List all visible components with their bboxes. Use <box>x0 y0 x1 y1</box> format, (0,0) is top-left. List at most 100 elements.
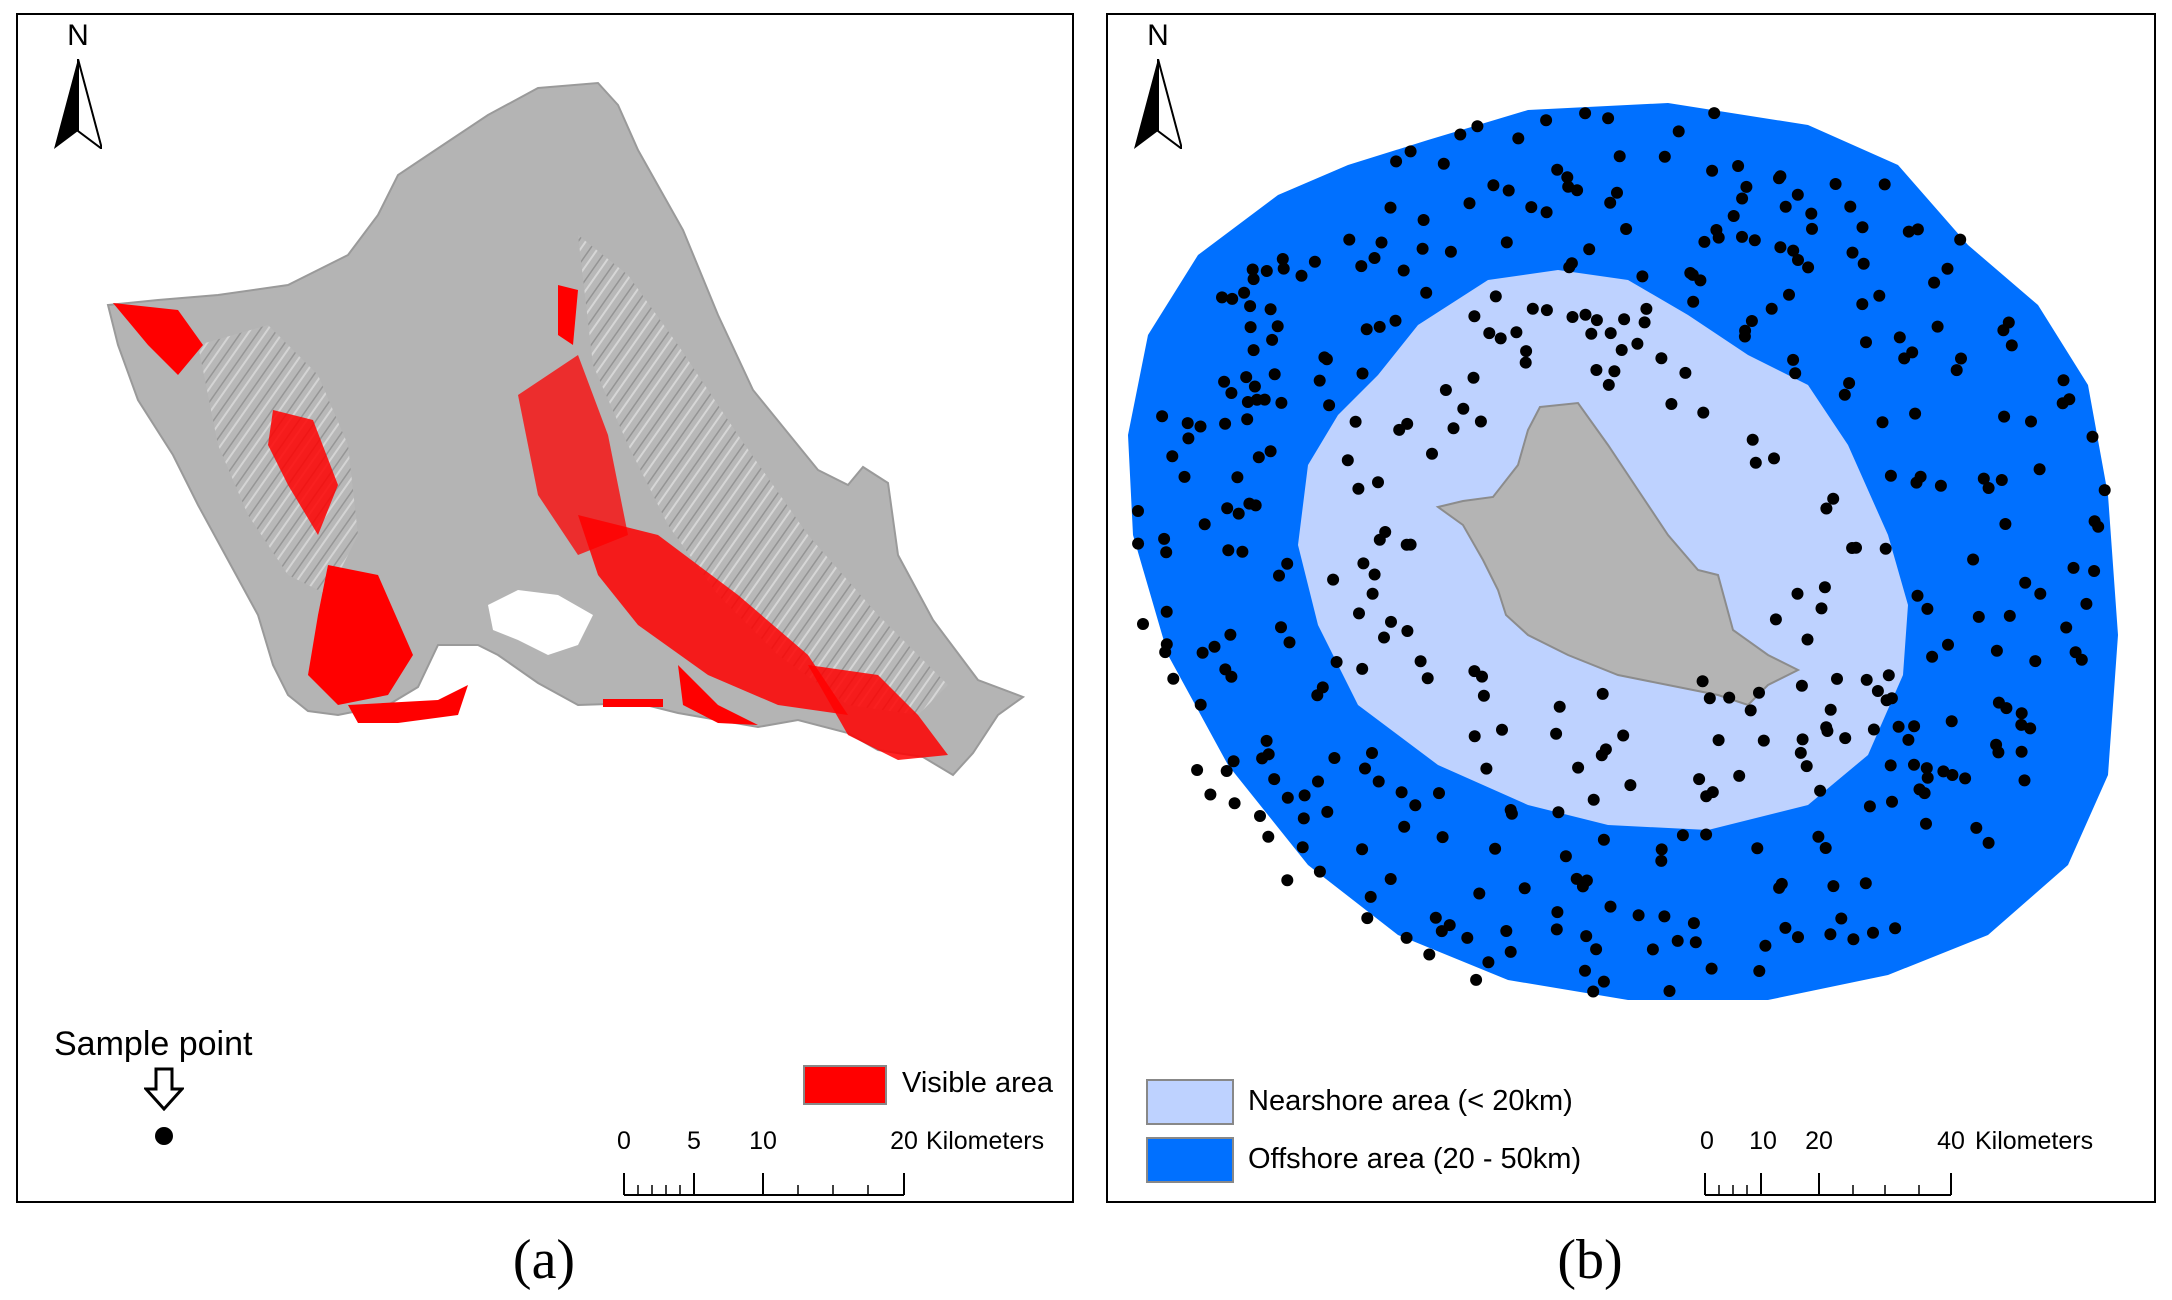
sample-point <box>1247 273 1260 286</box>
sample-point <box>1559 850 1572 863</box>
sample-point <box>1366 587 1379 600</box>
sample-point <box>1998 410 2011 423</box>
sample-point <box>1658 150 1671 163</box>
sample-point <box>1921 602 1934 615</box>
sample-point <box>1512 132 1525 145</box>
sample-point <box>1800 760 1813 773</box>
sample-point <box>2057 374 2070 387</box>
sample-point <box>1757 734 1770 747</box>
sample-point <box>1712 734 1725 747</box>
sample-point <box>2092 520 2105 533</box>
sample-point <box>1705 962 1718 975</box>
sample-point <box>1671 934 1684 947</box>
sample-point <box>1886 795 1898 808</box>
sample-point <box>1504 945 1517 958</box>
sample-point <box>1194 698 1207 711</box>
sample-point <box>1268 368 1281 381</box>
sample-point <box>1972 610 1985 623</box>
sample-point <box>1910 476 1923 489</box>
sample-point <box>1384 873 1397 885</box>
sample-point <box>1264 303 1277 316</box>
sample-point <box>1908 720 1921 733</box>
sample-point <box>1736 230 1748 243</box>
sample-point <box>1959 772 1972 785</box>
sample-point <box>1483 327 1496 340</box>
sample-point <box>1248 380 1261 393</box>
sample-point <box>1221 502 1234 515</box>
sample-point <box>1208 640 1221 653</box>
sample-point <box>1676 829 1689 842</box>
sample-point <box>1436 831 1449 844</box>
sample-point <box>1454 128 1467 141</box>
sample-point <box>1732 160 1745 172</box>
sample-point <box>1132 537 1145 550</box>
sample-point <box>1137 618 1149 630</box>
sample-point <box>1437 157 1450 170</box>
sample-point <box>1372 476 1384 489</box>
sample-point <box>1859 877 1872 890</box>
sample-point <box>2029 655 2042 668</box>
sample-point <box>1583 243 1596 256</box>
offshore-swatch <box>1146 1137 1234 1183</box>
sample-point <box>1518 882 1531 895</box>
sample-point <box>2088 565 2101 577</box>
sample-point <box>1740 180 1753 193</box>
sample-point <box>1655 352 1668 365</box>
sample-point <box>1232 507 1245 520</box>
sample-point <box>1471 120 1484 133</box>
sample-point <box>1590 314 1603 327</box>
sample-point <box>1520 345 1533 358</box>
sample-point <box>1843 377 1856 390</box>
sample-point <box>1580 874 1593 887</box>
sample-point <box>1774 170 1787 183</box>
visible-area-swatch <box>803 1065 887 1105</box>
sample-point <box>1361 912 1374 925</box>
sample-point <box>1470 973 1483 986</box>
sample-point <box>1789 367 1802 380</box>
sample-point <box>1590 364 1603 376</box>
sample-point <box>1277 262 1290 275</box>
sample-point <box>1296 841 1309 854</box>
sample-point <box>1226 292 1239 305</box>
scale-label-40-b: 40 <box>1937 1127 1965 1155</box>
scale-bar-ticks <box>623 1173 905 1196</box>
sample-point <box>1945 715 1958 728</box>
sample-point <box>1748 234 1761 247</box>
sample-point <box>1791 188 1804 201</box>
sample-point <box>1587 793 1600 806</box>
sample-point <box>1487 179 1500 192</box>
sample-point <box>1372 775 1385 788</box>
sample-point <box>1268 773 1281 786</box>
sample-point <box>1982 482 1995 494</box>
sample-point <box>1519 356 1532 369</box>
sample-point <box>1867 723 1880 736</box>
sample-point <box>1618 313 1631 326</box>
sample-point <box>1791 587 1804 600</box>
sample-point <box>1258 393 1271 406</box>
sample-point <box>1926 650 1939 663</box>
sample-point <box>2098 484 2111 497</box>
sample-point <box>1814 784 1827 797</box>
sample-point <box>1231 471 1244 484</box>
sample-point <box>1967 553 1980 566</box>
sample-point <box>1384 201 1397 214</box>
sample-point <box>1247 344 1260 357</box>
sample-point <box>1313 865 1326 878</box>
sample-point <box>1697 406 1710 419</box>
sample-point <box>1482 956 1495 969</box>
sample-point <box>1700 828 1713 841</box>
sample-point <box>1638 316 1651 329</box>
sample-point <box>1561 171 1574 184</box>
sample-point <box>2018 774 2031 787</box>
sample-point <box>1378 631 1390 644</box>
sample-point <box>1426 447 1438 460</box>
sample-point <box>1608 365 1621 378</box>
sample-point <box>1806 222 1818 235</box>
visible-area-overlay <box>113 285 948 760</box>
sample-point <box>1902 225 1915 238</box>
sample-point <box>1744 704 1757 717</box>
sample-point <box>1461 931 1474 944</box>
sample-point <box>1611 186 1623 199</box>
sample-point <box>2005 339 2018 352</box>
map-panel-visible-area: N Sample point Visible area 0 5 10 20 Ki… <box>16 13 1074 1203</box>
